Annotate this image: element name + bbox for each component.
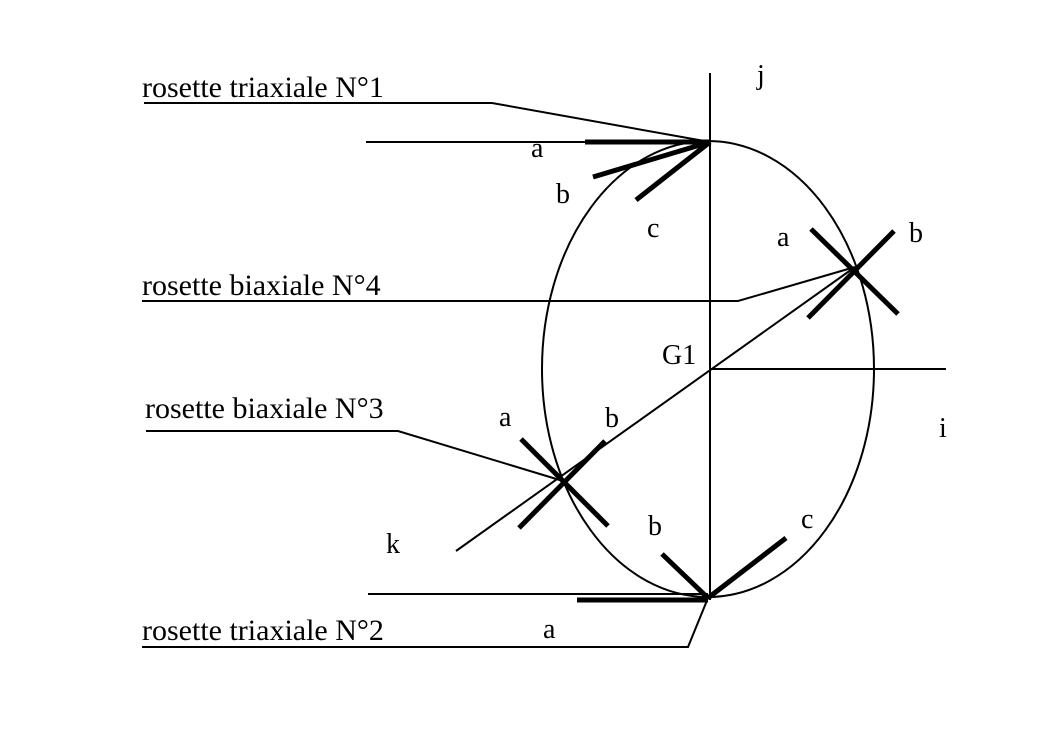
leader-n1 — [144, 102, 711, 143]
gauge-n3-b — [517, 439, 607, 530]
axis-k — [455, 266, 856, 552]
leader-n2 — [142, 597, 709, 648]
axis-label-j: j — [756, 60, 765, 91]
n2-a-label: a — [543, 614, 556, 645]
gauge-n1-b — [592, 139, 711, 180]
label-rosette-n2: rosette triaxiale N°2 — [142, 614, 384, 647]
label-rosette-n3: rosette biaxiale N°3 — [145, 392, 384, 425]
n1-c-label: c — [647, 213, 659, 244]
n4-b-label: b — [909, 218, 923, 249]
gauge-n1-c — [634, 140, 712, 202]
leader-n3 — [146, 430, 564, 482]
gauge-n2-b — [660, 552, 710, 600]
leader-n4 — [142, 266, 856, 302]
axis-label-i: i — [939, 413, 947, 444]
n2-b-label: b — [648, 511, 662, 542]
label-rosette-n1: rosette triaxiale N°1 — [142, 71, 384, 104]
center-label-g1: G1 — [662, 340, 696, 371]
n3-a-label: a — [499, 402, 512, 433]
n4-a-label: a — [777, 222, 790, 253]
gauge-n4-b — [806, 229, 896, 320]
label-rosette-n4: rosette biaxiale N°4 — [142, 269, 381, 302]
n2-c-label: c — [801, 504, 813, 535]
n1-b-label: b — [556, 179, 570, 210]
n3-b-label: b — [605, 403, 619, 434]
gauge-n2-c — [706, 536, 788, 600]
n1-a-label: a — [531, 133, 544, 164]
axis-label-k: k — [386, 529, 400, 560]
